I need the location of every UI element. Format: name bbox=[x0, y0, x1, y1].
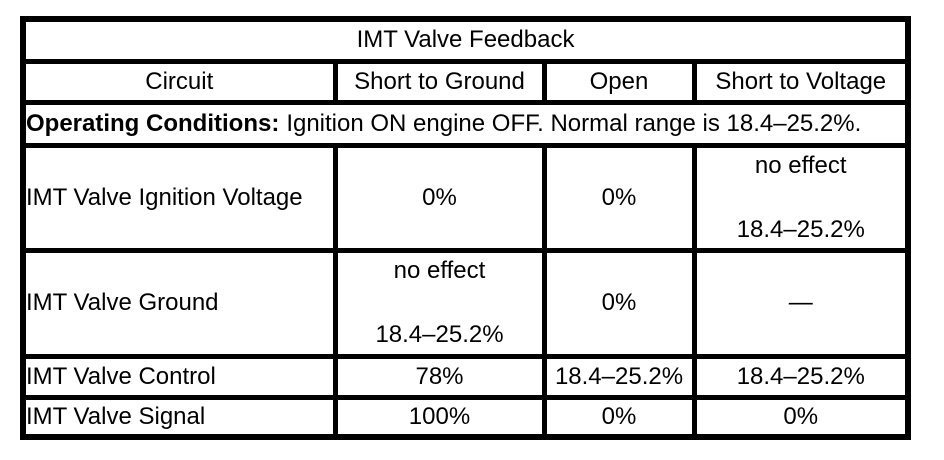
value-line-top: no effect bbox=[393, 257, 486, 284]
column-header-short-to-ground: Short to Ground bbox=[332, 58, 547, 105]
table-row-ignition-voltage: IMT Valve Ignition Voltage 0% 0% no effe… bbox=[20, 142, 911, 253]
table-row-signal: IMT Valve Signal 100% 0% 0% bbox=[20, 394, 911, 440]
circuit-name: IMT Valve Control bbox=[20, 353, 338, 400]
operating-conditions-label: Operating Conditions: bbox=[26, 109, 280, 137]
value-short-to-voltage: 18.4–25.2% bbox=[691, 353, 911, 400]
circuit-name: IMT Valve Ground bbox=[20, 247, 338, 359]
value-open: 0% bbox=[541, 142, 697, 253]
operating-conditions-text: Ignition ON engine OFF. Normal range is … bbox=[286, 109, 862, 137]
operating-conditions-cell: Operating Conditions: Ignition ON engine … bbox=[20, 99, 911, 148]
value-short-to-ground: 100% bbox=[332, 394, 547, 440]
value-open: 0% bbox=[541, 247, 697, 359]
imt-valve-feedback-table: IMT Valve Feedback Circuit Short to Grou… bbox=[20, 16, 911, 440]
value-short-to-ground: no effect 18.4–25.2% bbox=[332, 247, 547, 359]
value-short-to-voltage: no effect 18.4–25.2% bbox=[691, 142, 911, 253]
column-header-short-to-voltage: Short to Voltage bbox=[691, 58, 911, 105]
value-open: 0% bbox=[541, 394, 697, 440]
value-short-to-voltage: — bbox=[691, 247, 911, 359]
table-title-row: IMT Valve Feedback bbox=[20, 16, 911, 64]
value-line-bottom: 18.4–25.2% bbox=[375, 321, 504, 349]
two-line-value: no effect 18.4–25.2% bbox=[340, 257, 539, 349]
value-open: 18.4–25.2% bbox=[541, 353, 697, 400]
table-row-control: IMT Valve Control 78% 18.4–25.2% 18.4–25… bbox=[20, 353, 911, 400]
value-short-to-voltage: 0% bbox=[691, 394, 911, 440]
table-row-ground: IMT Valve Ground no effect 18.4–25.2% 0%… bbox=[20, 247, 911, 359]
column-header-circuit: Circuit bbox=[20, 58, 338, 105]
table-title: IMT Valve Feedback bbox=[20, 16, 911, 64]
value-short-to-ground: 0% bbox=[332, 142, 547, 253]
circuit-name: IMT Valve Ignition Voltage bbox=[20, 142, 338, 253]
table-header-row: Circuit Short to Ground Open Short to Vo… bbox=[20, 58, 911, 105]
two-line-value: no effect 18.4–25.2% bbox=[699, 151, 903, 244]
value-short-to-ground: 78% bbox=[332, 353, 547, 400]
value-line-bottom: 18.4–25.2% bbox=[736, 215, 865, 243]
operating-conditions-row: Operating Conditions: Ignition ON engine … bbox=[20, 99, 911, 148]
value-line-top: no effect bbox=[754, 151, 847, 179]
circuit-name: IMT Valve Signal bbox=[20, 394, 338, 440]
column-header-open: Open bbox=[541, 58, 697, 105]
